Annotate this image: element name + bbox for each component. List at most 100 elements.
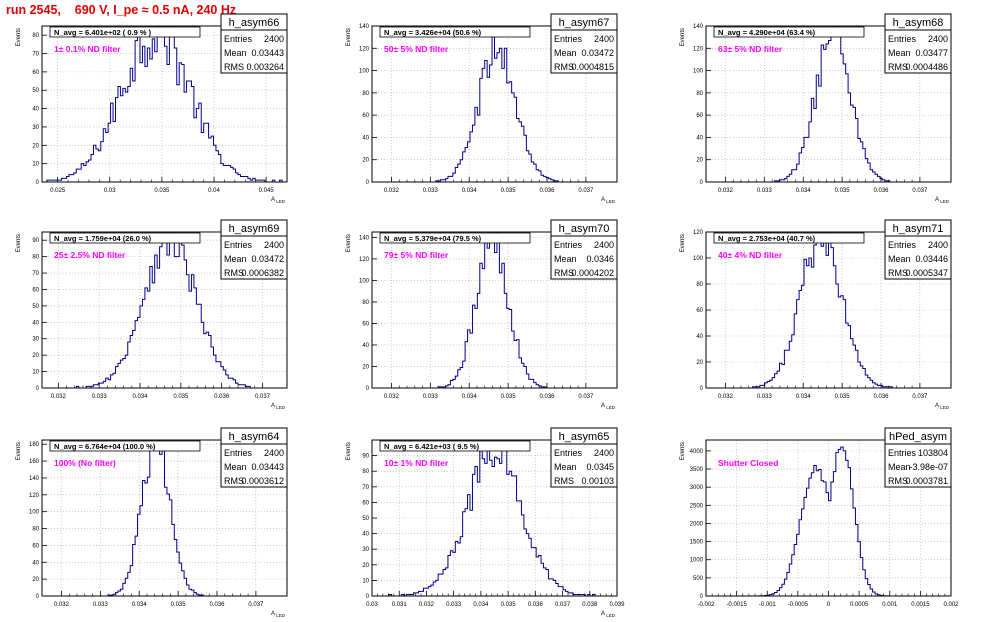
y-tick-label: 140	[359, 235, 370, 241]
x-tick-label: 0.033	[757, 188, 773, 194]
stats-label: Entries	[224, 34, 253, 44]
x-axis-title: A LED	[271, 403, 286, 410]
x-tick-label: 0.032	[51, 394, 67, 400]
filter-annotation: 63± 5% ND filter	[718, 44, 783, 54]
y-tick-label: 80	[362, 300, 369, 306]
y-tick-label: 2000	[690, 521, 704, 527]
x-tick-label: 0.033	[757, 394, 773, 400]
histogram-panel-h_asym65: 0.03 0.031 0.032 0.033 0.034 0.035 0.036 0.037 0…	[346, 427, 625, 618]
x-tick-label: 0.04	[208, 188, 220, 194]
x-tick-label: 0	[827, 602, 831, 608]
stats-label: Entries	[888, 34, 917, 44]
histogram-panel-h_asym69: 0.032 0.033 0.034 0.035 0.036 0.037 0 10 20 30 40 5…	[16, 219, 288, 410]
stats-label: Entries	[224, 448, 253, 458]
y-tick-label: 60	[696, 308, 703, 314]
x-tick-label: -0.0015	[726, 602, 747, 608]
histogram-panel-h_asym68: 0.032 0.033 0.034 0.035 0.036 0.037 0 20 40 60 80 1…	[680, 13, 952, 204]
filter-annotation: 10± 1% ND filter	[384, 458, 449, 468]
y-tick-label: 40	[32, 320, 39, 326]
plot-frame	[371, 25, 618, 183]
x-tick-label: 0.045	[259, 188, 275, 194]
y-tick-label: 160	[29, 459, 40, 465]
histogram-panel-h_asym71: 0.032 0.033 0.034 0.035 0.036 0.037 0 20 40 60 80 1…	[680, 219, 952, 410]
stats-value: 2400	[594, 34, 614, 44]
x-tick-label: 0.025	[50, 188, 66, 194]
y-tick-label: 90	[32, 238, 39, 244]
y-tick-label: 10	[32, 370, 39, 376]
y-tick-label: 20	[32, 143, 39, 149]
n-avg-box	[713, 232, 865, 244]
y-tick-label: 0	[700, 386, 704, 392]
y-tick-label: 80	[32, 527, 39, 533]
y-tick-label: 60	[32, 543, 39, 549]
y-tick-label: 40	[32, 107, 39, 113]
stats-value: 0.0005347	[905, 268, 948, 278]
y-axis-title: Events	[680, 442, 686, 460]
stats-title: h_asym66	[229, 17, 280, 29]
stats-label: RMS	[888, 476, 908, 486]
x-tick-label: 0.034	[796, 188, 812, 194]
y-tick-label: 50	[32, 304, 39, 310]
y-tick-label: 80	[32, 33, 39, 39]
x-tick-label: 0.002	[943, 602, 959, 608]
stats-value: 0.0006382	[241, 268, 284, 278]
x-tick-label: 0.037	[912, 188, 928, 194]
x-tick-label: 0.032	[419, 602, 435, 608]
x-axis-title: A LED	[601, 197, 616, 204]
stats-title: h_asym65	[559, 431, 610, 443]
x-tick-label: -0.001	[759, 602, 777, 608]
stats-value: 0.0003781	[905, 476, 948, 486]
y-tick-label: 30	[32, 125, 39, 131]
stats-value: 2400	[928, 240, 948, 250]
y-tick-label: 120	[29, 493, 40, 499]
stats-value: 0.0004815	[571, 62, 614, 72]
stats-value: 0.03472	[581, 48, 614, 58]
x-tick-label: 0.036	[539, 188, 555, 194]
stats-value: 2400	[264, 240, 284, 250]
plot-frame	[705, 25, 952, 183]
y-tick-label: 120	[693, 230, 704, 236]
x-tick-label: 0.0015	[911, 602, 930, 608]
stats-label: RMS	[888, 62, 908, 72]
x-axis-title: A LED	[601, 403, 616, 410]
y-tick-label: 40	[362, 343, 369, 349]
x-tick-label: 0.032	[718, 188, 734, 194]
stats-label: RMS	[224, 62, 244, 72]
n-avg-box	[379, 440, 531, 452]
y-tick-label: 100	[359, 69, 370, 75]
y-tick-label: 20	[696, 360, 703, 366]
y-tick-label: 70	[32, 271, 39, 277]
stats-value: 0.03477	[915, 48, 948, 58]
histogram-panel-h_asym66: 0.025 0.03 0.035 0.04 0.045 0 10 20 30 40 50 60 70 80…	[16, 13, 288, 204]
n-avg-box	[49, 232, 201, 244]
y-tick-label: 40	[362, 135, 369, 141]
y-tick-label: 4000	[690, 449, 704, 455]
stats-box	[550, 427, 618, 488]
stats-value: 2400	[928, 34, 948, 44]
x-tick-label: 0.038	[582, 602, 598, 608]
y-axis-title: Events	[346, 234, 352, 252]
y-tick-label: 120	[693, 46, 704, 52]
y-tick-label: 50	[32, 88, 39, 94]
x-tick-label: 0.036	[873, 188, 889, 194]
y-tick-label: 20	[362, 364, 369, 370]
x-tick-label: 0.033	[423, 188, 439, 194]
stats-value: 0.0004202	[571, 268, 614, 278]
n-avg-text: N_avg = 1.759e+04 (26.0 %)	[54, 234, 152, 243]
y-tick-label: 60	[362, 113, 369, 119]
x-axis-title: A LED	[601, 611, 616, 618]
stats-label: Entries	[554, 240, 583, 250]
x-tick-label: 0.035	[835, 394, 851, 400]
x-tick-label: 0.036	[528, 602, 544, 608]
plot-frame	[41, 439, 288, 597]
y-tick-label: 20	[696, 158, 703, 164]
x-tick-label: 0.001	[882, 602, 898, 608]
y-tick-label: 80	[696, 91, 703, 97]
y-tick-label: 140	[693, 24, 704, 30]
stats-label: Entries	[888, 448, 917, 458]
x-tick-label: 0.035	[501, 394, 517, 400]
y-tick-label: 120	[359, 46, 370, 52]
stats-label: Mean	[888, 254, 911, 264]
filter-annotation: Shutter Closed	[718, 458, 778, 468]
